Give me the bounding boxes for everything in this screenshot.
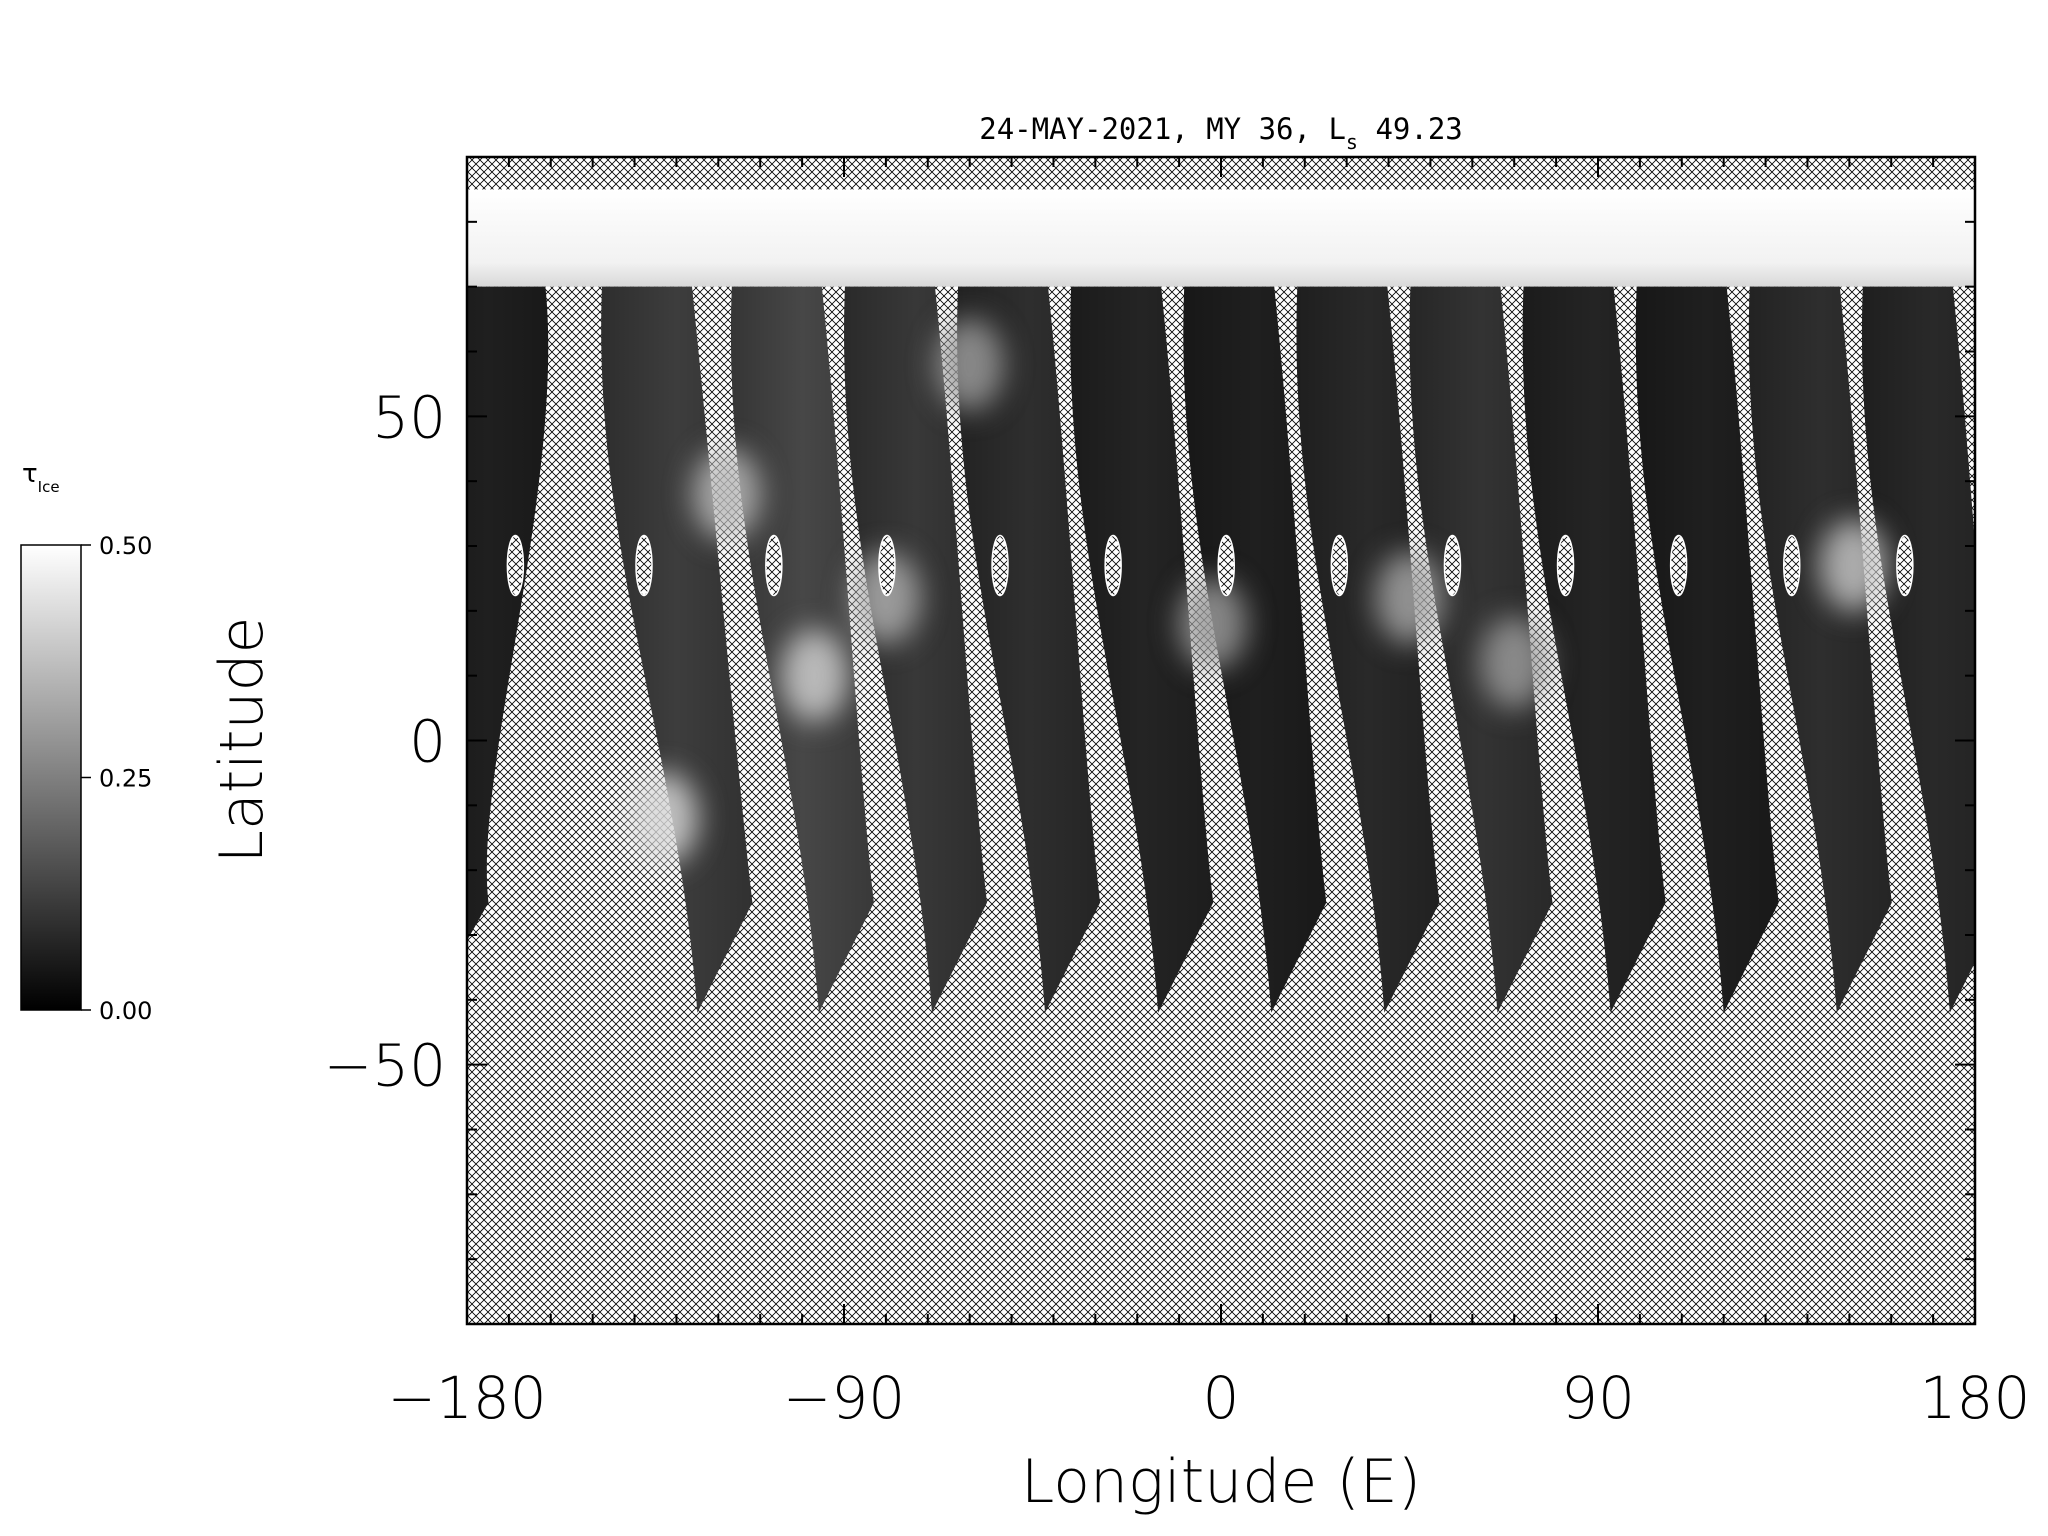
swath-layer — [467, 286, 1975, 1013]
data-swath-shade — [467, 286, 549, 941]
colorbar-tick-label: 0.50 — [99, 532, 152, 560]
hole-layer — [506, 534, 1914, 597]
swath-hole — [991, 534, 1009, 597]
swath-hole — [1669, 534, 1688, 597]
ice-cloud-patch — [1178, 577, 1247, 670]
x-axis-label: Longitude (E) — [1021, 1447, 1421, 1517]
swath-hole — [635, 534, 653, 597]
data-swath-shade — [601, 286, 753, 1013]
data-swath-shade — [1070, 286, 1214, 1013]
ice-cloud-patch — [851, 551, 920, 644]
data-swath-shade — [1861, 286, 1975, 1013]
data-swath-shade — [1635, 286, 1779, 1013]
swath-hole — [1330, 534, 1349, 597]
data-swath-shade — [1748, 286, 1892, 1013]
colorbar-ticks: 0.50 0.25 0.00 — [81, 532, 152, 1025]
ice-cloud-patch — [935, 318, 1004, 411]
swath-hole — [1104, 534, 1122, 597]
data-swath-shade — [1522, 286, 1666, 1013]
title-date: 24-MAY-2021 — [979, 112, 1171, 146]
y-axis: 50 0 −50 — [324, 156, 1975, 1325]
ice-cloud-patch — [1819, 519, 1888, 612]
colorbar-gradient — [20, 544, 82, 1011]
swath-hole — [506, 534, 525, 597]
colorbar-tick-label: 0.00 — [99, 997, 152, 1025]
colorbar-tick-label: 0.25 — [99, 765, 152, 793]
title-mars-year: MY 36 — [1206, 112, 1293, 146]
swath-hole — [1443, 534, 1462, 597]
data-swath-shade — [1409, 286, 1553, 1013]
swath-hole — [878, 534, 896, 597]
swath-hole — [765, 534, 783, 597]
colorbar-label-subscript: Ice — [38, 478, 60, 496]
data-swath-shade — [1183, 286, 1327, 1013]
colorbar-label-symbol: τ — [22, 459, 38, 489]
plot-area — [467, 157, 1975, 1324]
x-tick-label: −90 — [783, 1364, 905, 1432]
data-swath-shade — [1296, 286, 1440, 1013]
y-tick-label: −50 — [324, 1032, 446, 1100]
cloud-layer — [629, 318, 1888, 865]
x-axis: −180 −90 0 90 180 — [387, 157, 2030, 1432]
title-ls-subscript: s — [1346, 130, 1358, 154]
ice-cloud-patch — [629, 772, 698, 865]
chart-title: 24-MAY-2021, MY 36, Ls 49.23 — [979, 112, 1463, 154]
x-tick-label: 0 — [1203, 1364, 1240, 1432]
swath-hole — [1217, 534, 1235, 597]
ice-cloud-patch — [692, 448, 761, 541]
ice-cloud-patch — [1375, 551, 1444, 644]
data-swath-shade — [957, 286, 1101, 1013]
x-tick-label: −180 — [387, 1364, 546, 1432]
y-tick-label: 50 — [372, 383, 446, 451]
y-tick-label: 0 — [409, 708, 446, 776]
data-swath-shade — [844, 286, 987, 1013]
swath-hole — [1782, 534, 1801, 597]
ice-cloud-patch — [1480, 616, 1549, 709]
title-ls-value: 49.23 — [1375, 112, 1462, 146]
polar-cap — [467, 189, 1975, 287]
y-axis-label: Latitude — [207, 617, 277, 864]
x-tick-label: 180 — [1920, 1364, 2031, 1432]
ice-cloud-patch — [780, 629, 849, 722]
swath-hole — [1896, 534, 1914, 597]
colorbar-label: τIce — [22, 459, 60, 496]
colorbar: τIce 0.50 0.25 0.00 — [20, 459, 152, 1025]
swath-hole — [1556, 534, 1575, 597]
title-ls-symbol: L — [1328, 112, 1345, 146]
x-tick-label: 90 — [1561, 1364, 1635, 1432]
